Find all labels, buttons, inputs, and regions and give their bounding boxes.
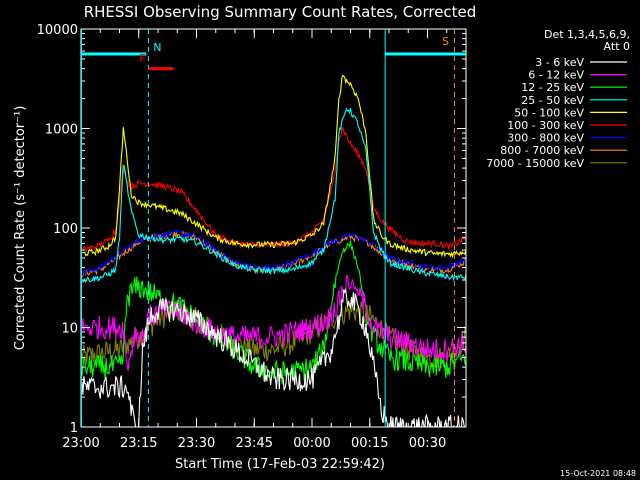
series-line-3 xyxy=(81,240,466,385)
chart-title: RHESSI Observing Summary Count Rates, Co… xyxy=(84,3,477,21)
series-line-4 xyxy=(81,107,466,284)
legend-label-6: 100 - 300 keV xyxy=(507,119,584,132)
legend-label-5: 50 - 100 keV xyxy=(514,106,584,119)
y-axis-label: Corrected Count Rate (s⁻¹ detector⁻¹) xyxy=(13,106,28,351)
y-tick-label: 1 xyxy=(70,421,78,436)
y-tick-label: 1000 xyxy=(45,123,78,138)
x-tick-label: 00:15 xyxy=(351,436,388,451)
x-tick-label: 00:30 xyxy=(409,436,446,451)
x-axis-label: Start Time (17-Feb-03 22:59:42) xyxy=(175,457,385,472)
y-tick-label: 100 xyxy=(53,222,78,237)
plot-area xyxy=(81,74,466,427)
legend-label-4: 25 - 50 keV xyxy=(521,94,584,107)
footer-timestamp: 15-Oct-2021 08:48 xyxy=(560,469,636,478)
y-axis: 1 10 100 1000 10000 xyxy=(37,23,466,436)
series-line-7 xyxy=(81,228,466,277)
series-line-5 xyxy=(81,74,466,259)
annotation-n: N xyxy=(153,41,161,54)
x-tick-label: 23:15 xyxy=(120,436,157,451)
x-tick-label: 23:00 xyxy=(62,436,99,451)
y-tick-label: 10000 xyxy=(37,23,78,38)
y-tick-label: 10 xyxy=(61,322,78,337)
legend-header-line-1: Det 1,3,4,5,6,9, xyxy=(544,28,630,41)
x-tick-label: 00:00 xyxy=(293,436,330,451)
legend-label-3: 12 - 25 keV xyxy=(521,81,584,94)
legend-label-2: 6 - 12 keV xyxy=(528,69,584,82)
series-line-6 xyxy=(81,127,466,253)
legend-header-line-2: Att 0 xyxy=(604,40,630,53)
legend-label-1: 3 - 6 keV xyxy=(535,56,584,69)
series-line-1 xyxy=(81,288,465,427)
annotation-f: F xyxy=(139,52,145,65)
legend-label-9: 7000 - 15000 keV xyxy=(486,157,584,170)
x-axis: 23:00 23:15 23:30 23:45 00:00 00:15 00:30 xyxy=(62,29,467,451)
annotation-s: S xyxy=(442,35,449,48)
annotations: NF S xyxy=(81,29,466,427)
legend-label-7: 300 - 800 keV xyxy=(507,132,584,145)
x-tick-label: 23:30 xyxy=(178,436,215,451)
x-tick-label: 23:45 xyxy=(236,436,273,451)
legend-label-8: 800 - 7000 keV xyxy=(500,144,584,157)
